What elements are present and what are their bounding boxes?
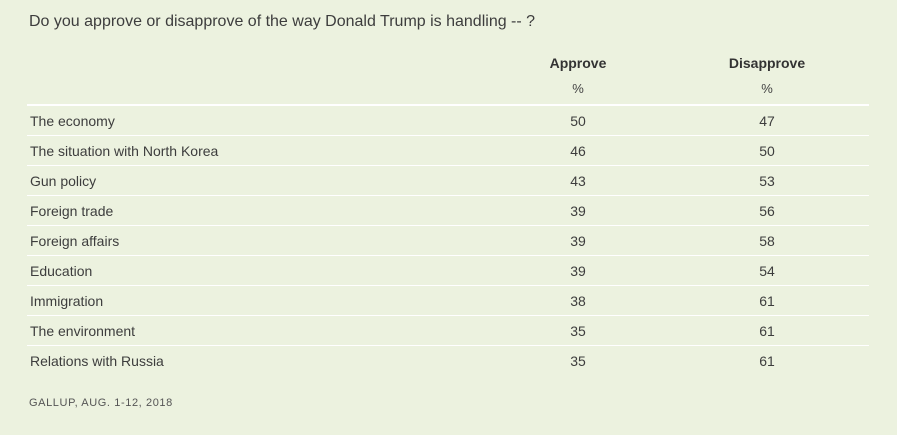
approve-value: 43 (570, 173, 586, 189)
row-label: The environment (30, 323, 136, 339)
disapprove-value: 61 (759, 323, 775, 339)
table-row: The economy 50 47 (27, 106, 869, 136)
row-label: Education (30, 263, 93, 279)
row-label: The economy (30, 113, 115, 129)
row-label: Immigration (30, 293, 104, 309)
disapprove-value: 58 (759, 233, 775, 249)
disapprove-value: 61 (759, 353, 775, 369)
approve-value: 38 (570, 293, 586, 309)
table-row: The environment 35 61 (27, 316, 869, 346)
disapprove-value: 61 (759, 293, 775, 309)
approve-value: 39 (570, 203, 586, 219)
disapprove-value: 53 (759, 173, 775, 189)
approve-value: 35 (570, 323, 586, 339)
row-label: Gun policy (30, 173, 97, 189)
disapprove-value: 50 (759, 143, 775, 159)
table-row: Gun policy 43 53 (27, 166, 869, 196)
table-row: Education 39 54 (27, 256, 869, 286)
row-label: Foreign affairs (30, 233, 120, 249)
row-label: Foreign trade (30, 203, 114, 219)
row-label: The situation with North Korea (30, 143, 219, 159)
approve-value: 50 (570, 113, 586, 129)
approve-value: 39 (570, 263, 586, 279)
source-note: GALLUP, AUG. 1-12, 2018 (29, 397, 173, 409)
column-header-disapprove: Disapprove (728, 55, 806, 71)
table-row: Foreign affairs 39 58 (27, 226, 869, 256)
unit-approve: % (572, 81, 584, 96)
table-row: Immigration 38 61 (27, 286, 869, 316)
approve-value: 39 (570, 233, 586, 249)
table-body: The economy 50 47 The situation with North … (27, 104, 869, 375)
row-label: Relations with Russia (30, 353, 164, 369)
table-row: Foreign trade 39 56 (27, 196, 869, 226)
disapprove-value: 47 (759, 113, 775, 129)
unit-disapprove: % (761, 81, 773, 96)
unit-row: % % (27, 76, 869, 104)
column-header-approve: Approve (549, 55, 607, 71)
results-table: Approve Disapprove % % The economy 50 47 Th… (27, 52, 869, 375)
approve-value: 35 (570, 353, 586, 369)
approve-value: 46 (570, 143, 586, 159)
table-row: The situation with North Korea 46 50 (27, 136, 869, 166)
table-row: Relations with Russia 35 61 (27, 346, 869, 375)
disapprove-value: 54 (759, 263, 775, 279)
header-row: Approve Disapprove (27, 52, 869, 76)
question-title: Do you approve or disapprove of the way … (29, 13, 536, 30)
disapprove-value: 56 (759, 203, 775, 219)
